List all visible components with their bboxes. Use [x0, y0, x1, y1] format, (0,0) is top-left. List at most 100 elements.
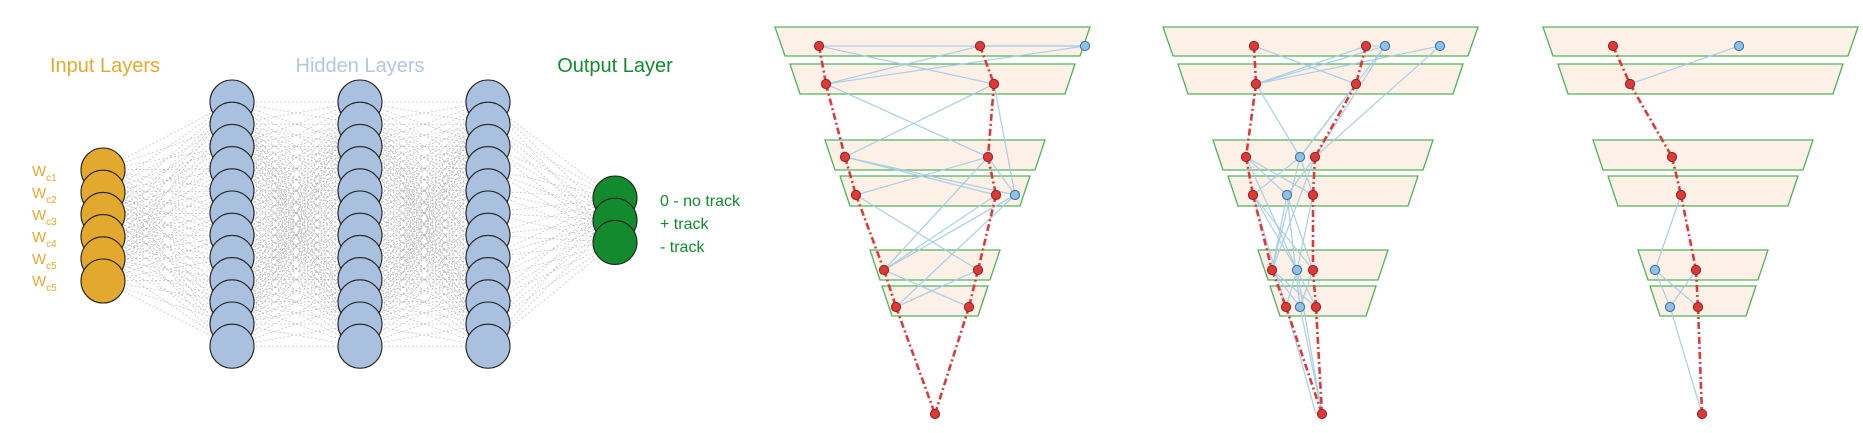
track-segment — [1354, 45, 1368, 85]
network-connection — [487, 197, 616, 258]
network-connection — [359, 168, 489, 214]
network-connection — [487, 219, 616, 303]
track-segment — [1311, 269, 1318, 308]
network-connection — [231, 101, 361, 147]
network-connection — [487, 190, 616, 243]
network-connection — [102, 212, 233, 282]
candidate-segment — [1271, 156, 1316, 271]
network-connection — [231, 124, 361, 347]
network-connection — [487, 219, 616, 280]
candidate-segment — [1296, 269, 1323, 415]
network-connection — [231, 168, 361, 347]
network-connection — [359, 279, 489, 325]
noise-hit — [1649, 264, 1661, 276]
candidate-segment — [883, 269, 970, 308]
track-hit — [1280, 301, 1292, 313]
track-segment — [1696, 306, 1704, 415]
network-connection — [102, 258, 233, 303]
detector-plane — [1607, 175, 1799, 207]
track-segment — [824, 83, 847, 158]
network-connection — [102, 146, 233, 282]
input-node — [80, 258, 126, 304]
track-hit — [929, 408, 941, 420]
hidden-1-node — [209, 323, 255, 369]
network-connection — [102, 234, 233, 282]
output-label-minus-track: - track — [660, 239, 705, 256]
detector-plane — [824, 139, 1046, 171]
track-segment — [1244, 156, 1255, 196]
network-connection — [102, 101, 233, 282]
track-segment — [843, 156, 858, 196]
candidate-segment — [1252, 194, 1314, 271]
network-connection — [359, 101, 489, 302]
candidate-segment — [1296, 194, 1314, 271]
network-connection — [231, 101, 361, 302]
noise-hit — [1733, 40, 1745, 52]
track-hit — [982, 151, 994, 163]
network-connection — [487, 197, 616, 280]
network-connection — [359, 101, 489, 147]
candidate-segment — [1296, 269, 1317, 308]
noise-hit — [1379, 40, 1391, 52]
network-connection — [231, 146, 361, 347]
candidate-segment — [883, 194, 1016, 271]
output-node — [592, 219, 638, 265]
network-connection — [102, 169, 233, 214]
track-hit — [1266, 264, 1278, 276]
track-segment — [1628, 83, 1674, 158]
network-connection — [102, 258, 233, 347]
candidate-segment — [1255, 45, 1441, 85]
track-hit — [1350, 78, 1362, 90]
network-connection — [359, 279, 489, 347]
output-label-no-track: 0 - no track — [660, 193, 741, 210]
candidate-segment — [1253, 45, 1357, 85]
track-hit — [1696, 408, 1708, 420]
network-connection — [359, 190, 489, 236]
noise-hit — [1294, 301, 1306, 313]
candidate-segment — [1271, 269, 1317, 308]
track-hit — [963, 301, 975, 313]
network-connection — [231, 257, 361, 303]
network-connection — [102, 214, 233, 258]
network-connection — [102, 212, 233, 260]
noise-hit — [1291, 264, 1303, 276]
network-connection — [102, 236, 233, 280]
network-connection — [231, 301, 361, 347]
network-connection — [231, 124, 361, 325]
track-segment — [1313, 83, 1358, 158]
track-segment — [854, 194, 886, 271]
network-connection — [231, 101, 361, 192]
weight-label-4: Wc4 — [32, 229, 57, 250]
network-connection — [359, 124, 489, 347]
track-hit — [1310, 301, 1322, 313]
candidate-segment — [987, 156, 1016, 196]
network-connection — [487, 242, 616, 303]
candidate-segment — [1299, 156, 1314, 196]
track-hit — [890, 301, 902, 313]
noise-hit — [1009, 189, 1021, 201]
track-segment — [1670, 156, 1683, 196]
candidate-segment — [855, 156, 989, 196]
candidate-segment — [883, 194, 997, 271]
track-segment — [967, 269, 980, 308]
network-connection — [102, 191, 233, 236]
track-hit — [1666, 151, 1678, 163]
network-connection — [359, 257, 489, 303]
track-hit — [1316, 408, 1328, 420]
candidate-segment — [1314, 45, 1441, 158]
detector-plane — [839, 175, 1031, 207]
weight-label-3: Wc3 — [32, 207, 57, 228]
network-connection — [231, 168, 361, 214]
network-connection — [231, 101, 361, 169]
network-connection — [487, 146, 616, 199]
weight-label-2: Wc2 — [32, 185, 57, 206]
network-connection — [231, 234, 361, 280]
track-segment — [1270, 269, 1288, 308]
network-connection — [359, 301, 489, 347]
track-hit — [1624, 78, 1636, 90]
candidate-segment — [1285, 269, 1298, 308]
track-panel-2 — [1162, 26, 1479, 420]
track-hit — [1307, 264, 1319, 276]
network-connection — [231, 257, 361, 303]
